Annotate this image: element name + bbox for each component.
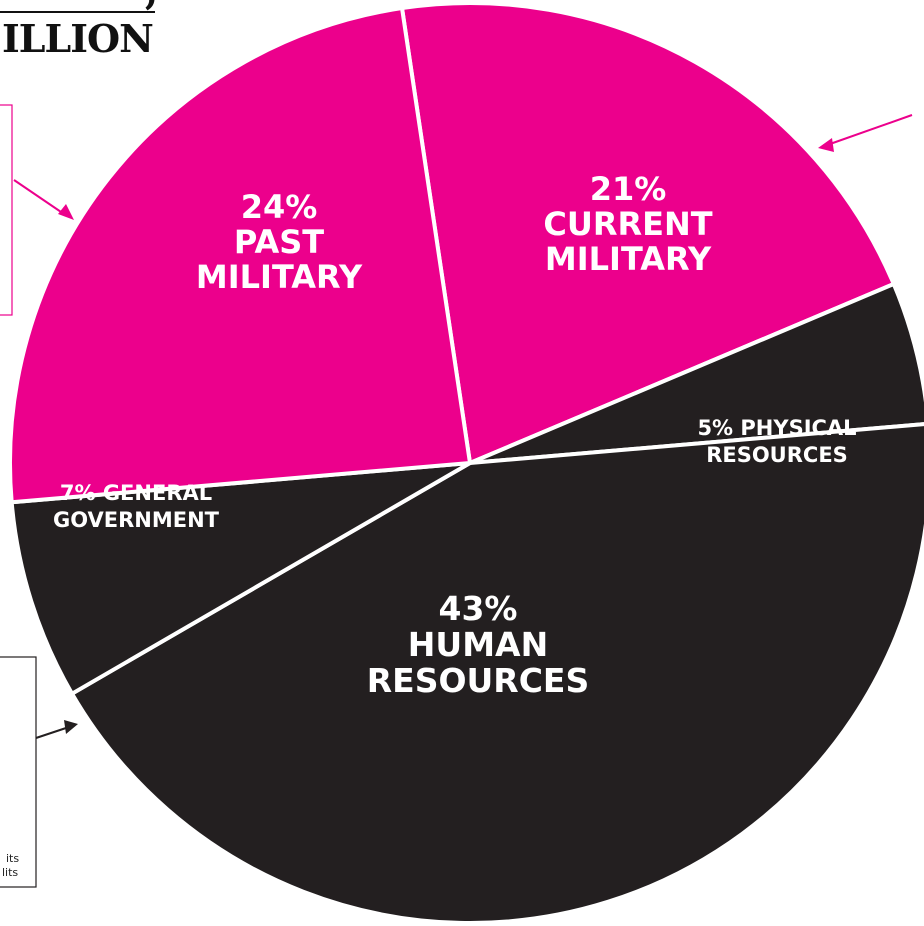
slice-label-line: 21% xyxy=(590,170,667,208)
slice-label-line: 5% PHYSICAL xyxy=(697,416,856,440)
page-title: ILLION xyxy=(2,16,153,61)
slice-label-line: MILITARY xyxy=(196,258,363,296)
slice-label-line: HUMAN xyxy=(408,625,548,664)
callout-note-line-2: lits xyxy=(2,866,18,879)
pie-chart xyxy=(8,1,924,925)
arrowhead-human-resources xyxy=(64,720,78,734)
slice-label-line: 7% GENERAL xyxy=(60,481,212,505)
slice-label-line: RESOURCES xyxy=(367,661,590,700)
arrow-human-resources xyxy=(35,727,67,739)
callout-box-past-military xyxy=(0,104,13,316)
slice-label-line: 43% xyxy=(439,589,518,628)
arrow-current-military xyxy=(829,114,913,145)
pie-slice-physical-resources xyxy=(468,282,924,465)
arrow-past-military xyxy=(13,179,65,215)
pie-slice-current-military xyxy=(400,1,896,465)
slice-label-line: MILITARY xyxy=(545,240,712,278)
slice-label-physical-resources: 5% PHYSICAL RESOURCES xyxy=(697,416,856,467)
arrowhead-current-military xyxy=(818,138,834,152)
slice-label-line: RESOURCES xyxy=(706,443,848,467)
pie-slice-general-government xyxy=(9,461,472,696)
pie-slice-past-military xyxy=(8,6,472,505)
callout-note-line-1: its xyxy=(6,852,19,865)
slice-label-line: CURRENT xyxy=(543,205,712,243)
header-top-fragment: , xyxy=(145,0,157,13)
slice-label-past-military: 24% PAST MILITARY xyxy=(196,188,363,296)
callout-arrows xyxy=(13,114,913,739)
slice-label-current-military: 21% CURRENT MILITARY xyxy=(543,170,712,278)
arrowhead-past-military xyxy=(58,204,74,220)
slice-label-general-government: 7% GENERAL GOVERNMENT xyxy=(53,481,220,532)
slice-label-human-resources: 43% HUMAN RESOURCES xyxy=(367,589,590,700)
callout-box-human-resources xyxy=(0,656,37,888)
slice-label-line: 24% xyxy=(241,188,318,226)
slice-label-line: PAST xyxy=(234,223,324,261)
slice-label-line: GOVERNMENT xyxy=(53,508,220,532)
pie-slice-human-resources xyxy=(70,422,924,925)
